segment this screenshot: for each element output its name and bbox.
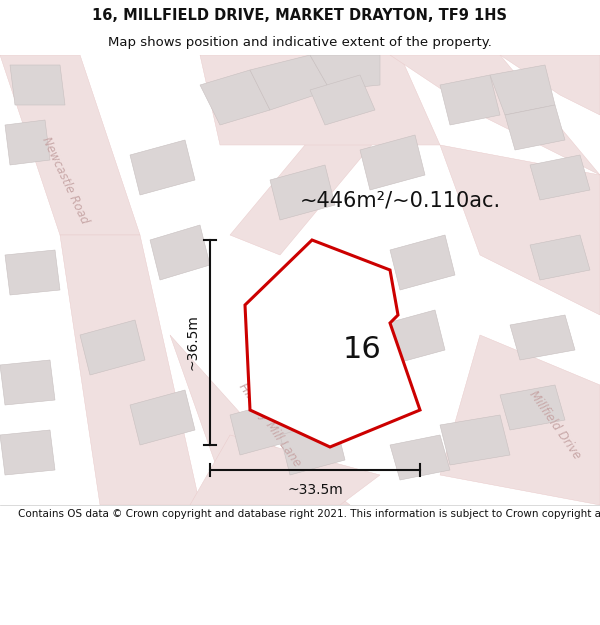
Polygon shape bbox=[390, 435, 450, 480]
Polygon shape bbox=[270, 165, 335, 220]
Polygon shape bbox=[500, 55, 600, 115]
Text: 16: 16 bbox=[343, 336, 381, 364]
Polygon shape bbox=[80, 320, 145, 375]
Text: Millfield Drive: Millfield Drive bbox=[527, 388, 583, 462]
Polygon shape bbox=[60, 235, 200, 505]
Polygon shape bbox=[280, 420, 345, 475]
Polygon shape bbox=[230, 115, 380, 255]
Polygon shape bbox=[310, 55, 380, 90]
Polygon shape bbox=[170, 335, 350, 505]
Polygon shape bbox=[5, 120, 50, 165]
Polygon shape bbox=[310, 75, 375, 125]
Polygon shape bbox=[130, 140, 195, 195]
Polygon shape bbox=[130, 390, 195, 445]
Text: Hinsley Mill Lane: Hinsley Mill Lane bbox=[236, 381, 304, 469]
Polygon shape bbox=[0, 55, 140, 235]
Polygon shape bbox=[190, 435, 380, 505]
Polygon shape bbox=[5, 250, 60, 295]
Text: Newcastle Road: Newcastle Road bbox=[39, 134, 91, 226]
Polygon shape bbox=[340, 350, 405, 405]
Polygon shape bbox=[390, 235, 455, 290]
Polygon shape bbox=[10, 65, 65, 105]
Polygon shape bbox=[530, 155, 590, 200]
Polygon shape bbox=[440, 335, 600, 505]
Polygon shape bbox=[390, 55, 600, 175]
Polygon shape bbox=[440, 75, 500, 125]
Polygon shape bbox=[490, 65, 555, 115]
Text: ~36.5m: ~36.5m bbox=[185, 314, 199, 371]
Polygon shape bbox=[500, 385, 565, 430]
Polygon shape bbox=[505, 105, 565, 150]
Polygon shape bbox=[380, 310, 445, 365]
Text: 16, MILLFIELD DRIVE, MARKET DRAYTON, TF9 1HS: 16, MILLFIELD DRIVE, MARKET DRAYTON, TF9… bbox=[92, 8, 508, 23]
Text: ~446m²/~0.110ac.: ~446m²/~0.110ac. bbox=[300, 190, 501, 210]
Polygon shape bbox=[530, 235, 590, 280]
Polygon shape bbox=[245, 240, 420, 447]
Polygon shape bbox=[440, 145, 600, 315]
Polygon shape bbox=[440, 415, 510, 465]
Polygon shape bbox=[230, 400, 295, 455]
Polygon shape bbox=[0, 360, 55, 405]
Text: Contains OS data © Crown copyright and database right 2021. This information is : Contains OS data © Crown copyright and d… bbox=[18, 509, 600, 519]
Polygon shape bbox=[200, 70, 270, 125]
Text: ~33.5m: ~33.5m bbox=[287, 483, 343, 497]
Polygon shape bbox=[200, 55, 440, 145]
Polygon shape bbox=[150, 225, 210, 280]
Polygon shape bbox=[250, 55, 330, 110]
Polygon shape bbox=[0, 430, 55, 475]
Polygon shape bbox=[360, 135, 425, 190]
Text: Map shows position and indicative extent of the property.: Map shows position and indicative extent… bbox=[108, 36, 492, 49]
Polygon shape bbox=[510, 315, 575, 360]
